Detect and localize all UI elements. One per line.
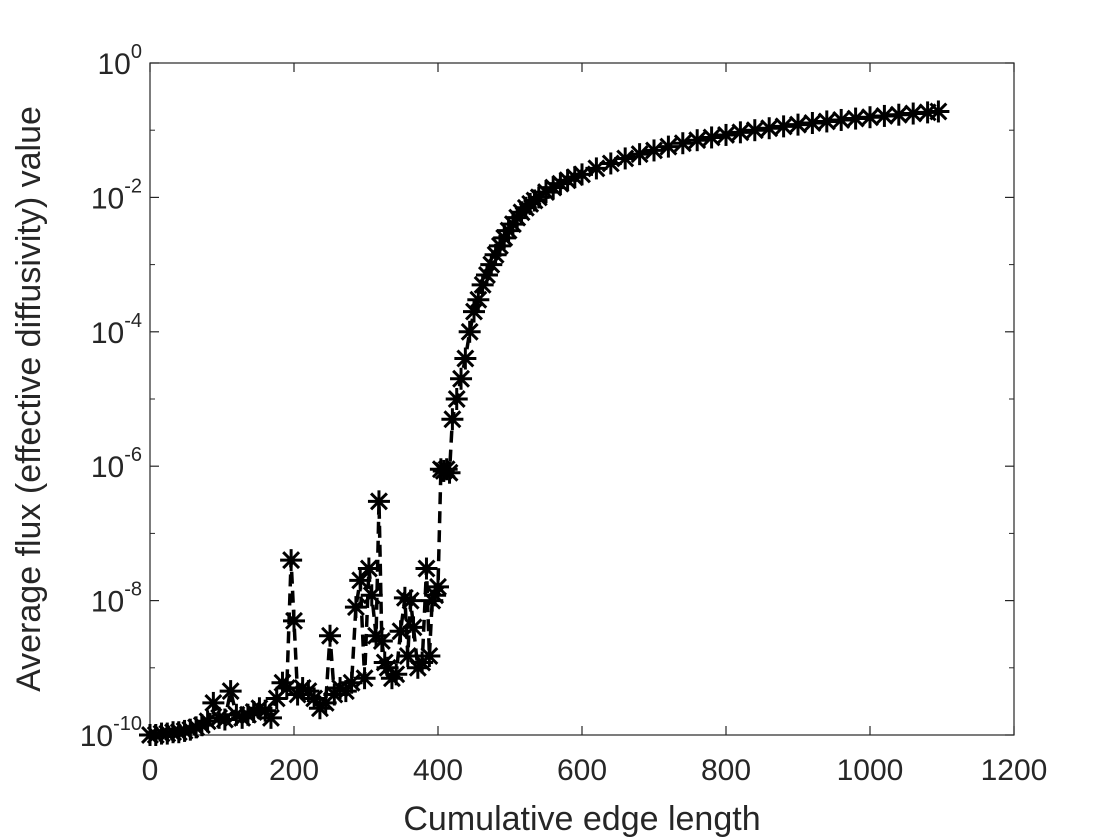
data-point <box>628 143 651 166</box>
data-point <box>319 624 341 647</box>
data-point <box>671 132 694 155</box>
data-point <box>344 596 367 619</box>
data-point <box>259 706 282 729</box>
series-layer <box>139 100 950 746</box>
x-tick-label: 200 <box>269 754 319 787</box>
y-tick-exponent: -8 <box>124 579 142 601</box>
y-tick-exponent: -10 <box>113 713 142 735</box>
data-point <box>801 111 824 134</box>
data-point <box>349 569 372 592</box>
y-axis-label: Average flux (effective diffusivity) val… <box>10 106 48 692</box>
data-point <box>454 347 477 370</box>
x-tick-label: 1000 <box>837 754 904 787</box>
y-tick-base: 10 <box>91 451 124 484</box>
data-point <box>415 557 438 580</box>
x-tick-label: 400 <box>413 754 463 787</box>
x-tick-label: 1200 <box>981 754 1048 787</box>
data-point <box>283 609 305 632</box>
data-point <box>458 320 481 343</box>
data-point <box>787 113 809 136</box>
y-tick-label: 10-2 <box>91 175 142 215</box>
y-tick-base: 10 <box>91 586 124 619</box>
tick-labels: 0 200 400 600 800 1000 120010-1010-810-610-410… <box>80 41 1048 787</box>
data-point <box>399 589 422 612</box>
y-tick-label: 10-4 <box>91 310 142 350</box>
data-point <box>657 135 680 158</box>
series-line <box>150 109 939 737</box>
data-point <box>280 549 303 572</box>
data-point <box>686 129 709 152</box>
y-tick-exponent: 0 <box>131 41 142 63</box>
y-tick-base: 10 <box>80 720 113 753</box>
data-point <box>445 388 468 410</box>
data-point <box>427 575 449 598</box>
data-point <box>715 123 737 146</box>
data-point <box>758 117 781 140</box>
data-point <box>643 139 665 162</box>
y-tick-label: 10-8 <box>91 579 142 619</box>
data-point <box>370 630 393 653</box>
data-point <box>450 367 473 390</box>
data-point <box>873 104 896 127</box>
data-point <box>614 147 637 170</box>
data-point <box>441 408 464 431</box>
data-point <box>367 490 390 513</box>
x-axis-label: Cumulative edge length <box>403 800 760 838</box>
y-tick-base: 10 <box>98 48 131 81</box>
data-point <box>927 100 950 123</box>
y-tick-label: 10-10 <box>80 713 142 753</box>
data-point <box>219 680 242 703</box>
data-point <box>438 461 461 484</box>
y-tick-exponent: -2 <box>124 175 142 197</box>
y-tick-base: 10 <box>91 317 124 350</box>
data-point <box>729 121 752 144</box>
y-tick-label: 10-6 <box>91 444 142 484</box>
x-tick-label: 800 <box>701 754 751 787</box>
y-tick-exponent: -4 <box>124 310 142 332</box>
data-point <box>357 557 380 580</box>
y-tick-base: 10 <box>91 182 124 215</box>
data-point <box>467 288 490 311</box>
data-point <box>402 616 425 639</box>
y-tick-exponent: -6 <box>124 444 142 466</box>
x-tick-label: 0 <box>142 754 159 787</box>
data-point <box>360 584 383 607</box>
y-tick-label: 100 <box>98 41 143 81</box>
data-point <box>385 663 408 686</box>
x-tick-label: 600 <box>557 754 607 787</box>
data-point <box>418 644 441 667</box>
data-point <box>353 667 376 690</box>
data-point <box>772 115 795 138</box>
data-point <box>700 126 723 149</box>
data-point <box>743 119 766 142</box>
